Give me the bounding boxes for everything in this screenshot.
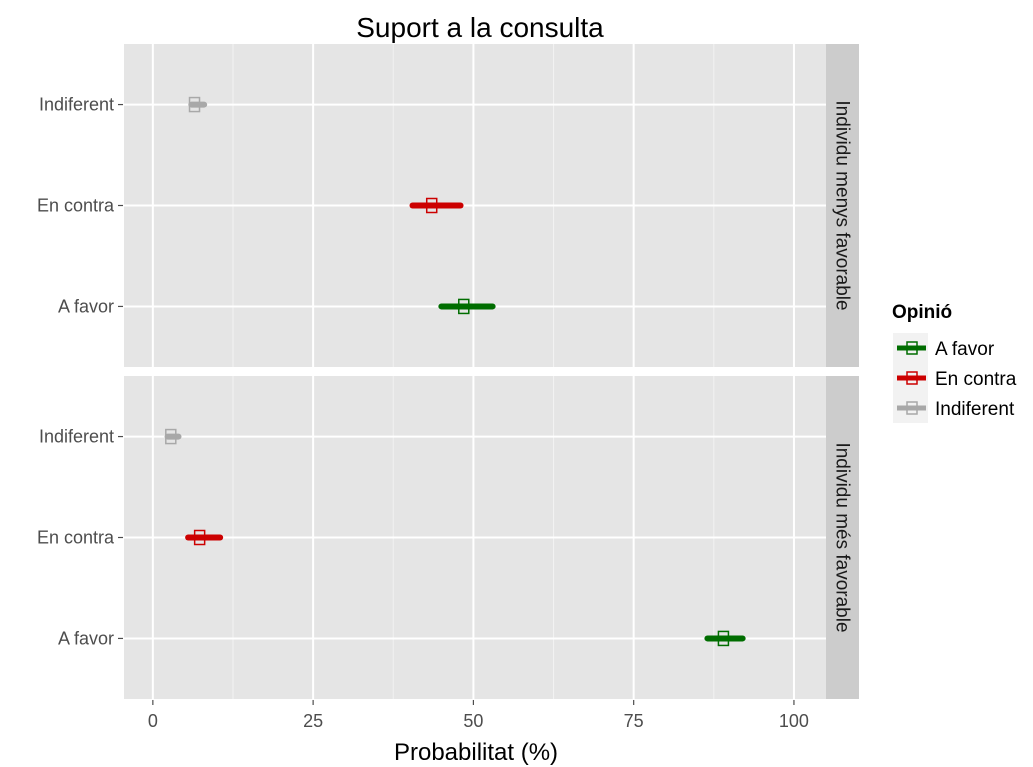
y-tick-label: Indiferent xyxy=(39,95,114,115)
panel-1: Indiferent En contra A favor Individu menys… xyxy=(37,44,859,367)
x-axis-title: Probabilitat (%) xyxy=(394,739,558,766)
y-tick-label: A favor xyxy=(58,628,114,648)
point-marker xyxy=(188,96,201,113)
point-marker xyxy=(458,298,470,315)
y-tick-label: Indiferent xyxy=(39,427,114,447)
strip-label: Individu menys favorable xyxy=(832,100,853,310)
chart-title: Suport a la consulta xyxy=(356,12,604,43)
panels: Indiferent En contra A favor Individu menys… xyxy=(37,44,859,699)
y-tick-label: En contra xyxy=(37,196,115,216)
strip-background xyxy=(826,376,859,699)
legend-key-marker xyxy=(906,401,918,415)
x-axis: 0 25 50 75 100 xyxy=(148,700,809,731)
legend-key-marker xyxy=(906,341,918,355)
legend-label: En contra xyxy=(935,369,1017,390)
legend: Opinió A favor En contra Indiferent xyxy=(892,302,1017,423)
y-tick-label: En contra xyxy=(37,528,115,548)
strip-label: Individu més favorable xyxy=(832,442,853,632)
point-marker xyxy=(193,529,206,546)
x-tick-label: 75 xyxy=(624,711,644,731)
legend-title: Opinió xyxy=(892,302,952,323)
y-tick-label: A favor xyxy=(58,296,114,316)
point-marker xyxy=(425,197,438,214)
legend-label: Indiferent xyxy=(935,399,1015,420)
point-marker xyxy=(165,428,177,445)
x-tick-label: 0 xyxy=(148,711,158,731)
point-marker xyxy=(717,630,730,647)
legend-label: A favor xyxy=(935,339,995,360)
panel-2: Indiferent En contra A favor Individu més f… xyxy=(37,376,859,699)
strip-background xyxy=(826,44,859,367)
x-tick-label: 100 xyxy=(779,711,809,731)
x-tick-label: 25 xyxy=(303,711,323,731)
x-tick-label: 50 xyxy=(463,711,483,731)
legend-key-marker xyxy=(906,371,918,385)
